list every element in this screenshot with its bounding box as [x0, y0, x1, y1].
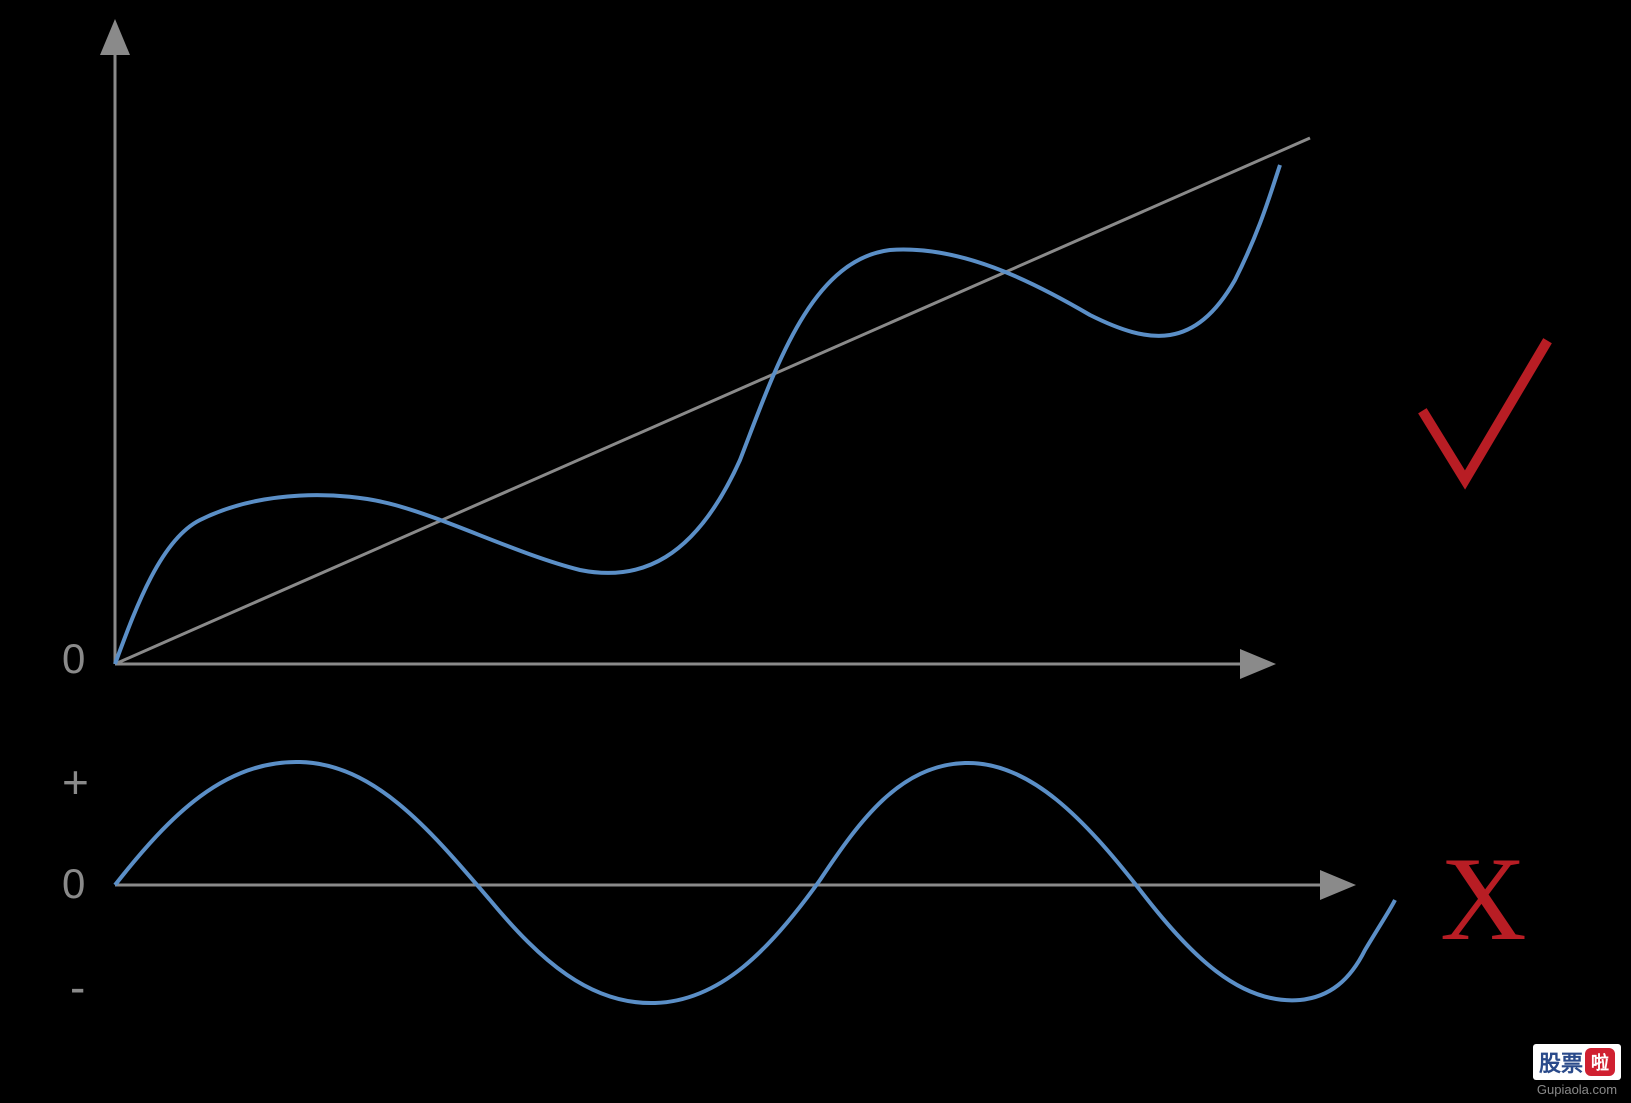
- watermark-url: Gupiaola.com: [1537, 1082, 1617, 1097]
- diagram-svg: [0, 0, 1631, 1103]
- bottom-minus-label: -: [70, 960, 85, 1014]
- watermark-box: 股票 啦: [1533, 1044, 1621, 1080]
- top-trend-line: [115, 138, 1310, 664]
- watermark-chars: 股票: [1539, 1046, 1583, 1078]
- check-mark-icon: [1425, 345, 1545, 480]
- watermark-la: 啦: [1585, 1048, 1615, 1076]
- watermark: 股票 啦 Gupiaola.com: [1533, 1044, 1621, 1097]
- top-wave-curve: [115, 165, 1280, 664]
- bottom-zero-label: 0: [62, 860, 85, 908]
- bottom-plus-label: +: [62, 755, 89, 809]
- x-mark-icon: X: [1440, 830, 1527, 968]
- top-origin-label: 0: [62, 635, 85, 683]
- bottom-wave-curve: [115, 762, 1395, 1003]
